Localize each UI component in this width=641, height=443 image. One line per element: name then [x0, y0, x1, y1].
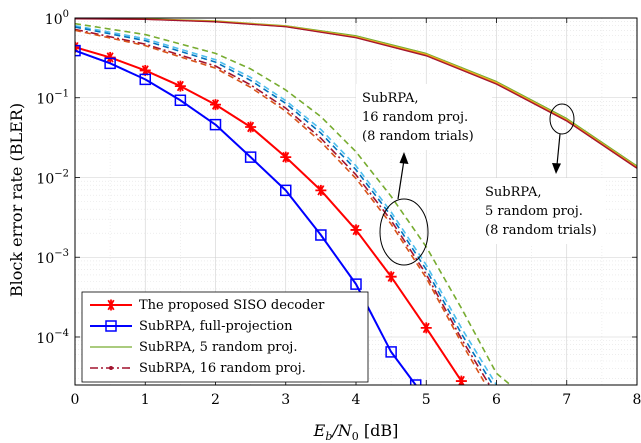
y-tick-base: 10 [36, 171, 54, 187]
data-point-full-projection [209, 118, 222, 131]
annotation-layer: SubRPA, 16 random proj. (8 random trials) S… [356, 84, 604, 266]
annotation-5-random-line: SubRPA, [485, 185, 541, 200]
series-line-10 [75, 29, 487, 385]
x-axis-label-e: E [313, 421, 326, 440]
data-point-siso [350, 224, 362, 236]
y-tick-label: 10−3 [36, 248, 69, 267]
legend-entry-siso: The proposed SISO decoder [90, 298, 325, 313]
annotation-16-random-arrow-shaft [397, 159, 405, 200]
annotation-16-random-line: SubRPA, [362, 91, 418, 106]
series-line-6 [75, 22, 512, 385]
x-axis-label-n: /N [330, 421, 352, 440]
legend-marker-16-random [109, 366, 113, 370]
data-point-siso [245, 121, 257, 133]
y-tick-label: 100 [45, 9, 69, 28]
series-layer [75, 18, 637, 385]
x-axis-label-sub-0: 0 [352, 430, 359, 443]
data-point-full-projection [350, 278, 362, 290]
legend-entry-full-projection: SubRPA, full-projection [90, 319, 293, 334]
data-point-siso [174, 80, 186, 92]
data-point-siso [210, 99, 221, 111]
data-point-siso [280, 151, 292, 163]
data-point-full-projection [174, 94, 187, 107]
series-line-5 [75, 18, 637, 169]
legend-label-full-projection: SubRPA, full-projection [139, 319, 293, 334]
annotation-5-random-bg [480, 178, 604, 244]
data-point-siso [104, 51, 116, 63]
data-point-full-projection [385, 346, 397, 358]
data-point-full-projection [139, 73, 151, 86]
x-tick-label: 7 [562, 392, 571, 408]
legend-label-5-random: SubRPA, 5 random proj. [139, 340, 297, 355]
y-tick-base: 10 [45, 12, 63, 28]
series-group [75, 18, 637, 385]
y-tick-base: 10 [36, 331, 54, 347]
data-point-siso [385, 271, 397, 283]
x-tick-label: 3 [281, 392, 290, 408]
data-point-siso [455, 375, 467, 385]
annotation-16-random-line: 16 random proj. [362, 110, 468, 125]
data-point-siso [139, 64, 151, 76]
x-axis-label-sub-b: b [325, 430, 332, 443]
y-tick-base: 10 [36, 251, 54, 267]
y-tick-label: 10−4 [36, 328, 69, 347]
series-line-9 [75, 28, 491, 385]
data-point-full-projection [409, 379, 422, 385]
legend-entry-16-random: SubRPA, 16 random proj. [90, 361, 306, 376]
data-point-siso [420, 322, 432, 334]
x-tick-label: 0 [71, 392, 80, 408]
annotation-16-random-bg [356, 84, 492, 150]
x-axis-label-unit: [dB] [359, 421, 399, 440]
legend-star-path [105, 299, 117, 311]
x-tick-label: 4 [352, 392, 361, 408]
y-axis-label: Block error rate (BLER) [7, 103, 26, 297]
annotation-5-random-line: 5 random proj. [485, 204, 583, 219]
annotation-5-random-arrow-head [552, 163, 561, 174]
y-tick-exponent: −2 [54, 168, 69, 179]
y-tick-exponent: −3 [54, 248, 69, 259]
x-tick-label: 6 [492, 392, 501, 408]
y-tick-exponent: −1 [54, 89, 69, 100]
legend: The proposed SISO decoder SubRPA, full-p… [81, 291, 369, 383]
data-point-full-projection [315, 229, 327, 241]
annotation-16-random-ellipse [379, 198, 429, 266]
y-tick-base: 10 [36, 92, 54, 108]
x-tick-label: 8 [633, 392, 641, 408]
series-line-8 [75, 26, 494, 385]
y-tick-label: 10−2 [36, 168, 69, 187]
series-line-0 [75, 46, 463, 382]
x-tick-label: 2 [211, 392, 220, 408]
data-point-full-projection [280, 184, 292, 197]
legend-marker-siso [105, 299, 117, 311]
y-tick-exponent: −4 [54, 328, 69, 339]
x-axis-label: Eb/N0 [dB] [313, 421, 399, 443]
data-point-siso [315, 184, 327, 196]
y-tick-label: 10−1 [36, 89, 69, 108]
annotation-5-random-line: (8 random trials) [485, 223, 597, 238]
data-point-full-projection [104, 57, 116, 70]
legend-marker-full-projection [105, 320, 117, 332]
data-point-full-projection [75, 44, 81, 57]
series-line-7 [75, 24, 498, 385]
x-tick-label: 5 [422, 392, 431, 408]
data-point-full-projection [244, 151, 257, 163]
annotation-5-random-ellipse [549, 103, 575, 135]
x-tick-label: 1 [141, 392, 150, 408]
y-tick-exponent: 0 [63, 9, 69, 20]
annotation-16-random-arrow-head [399, 152, 409, 164]
legend-label-siso: The proposed SISO decoder [139, 298, 325, 313]
annotation-5-random-arrow-shaft [556, 133, 561, 166]
legend-label-16-random: SubRPA, 16 random proj. [139, 361, 306, 376]
legend-box [81, 291, 369, 383]
legend-entry-5-random: SubRPA, 5 random proj. [90, 340, 297, 355]
annotation-16-random-line: (8 random trials) [362, 129, 474, 144]
